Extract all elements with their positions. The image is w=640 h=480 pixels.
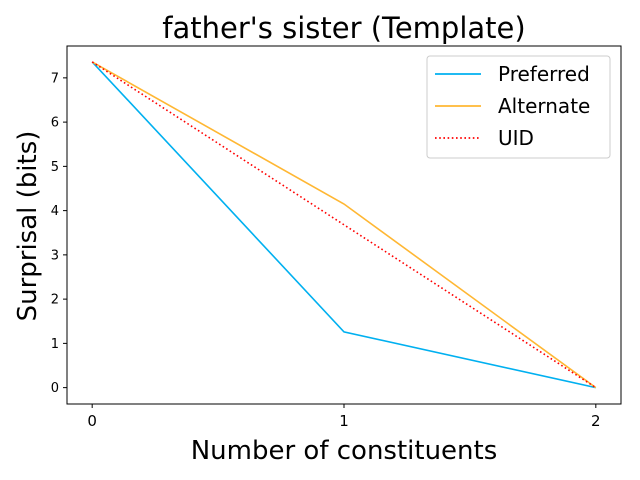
x-tick-label-2: 2 bbox=[591, 412, 601, 430]
x-tick-label-0: 0 bbox=[87, 412, 97, 430]
y-axis-label: Surprisal (bits) bbox=[13, 131, 43, 322]
y-tick-label-4: 4 bbox=[51, 204, 59, 219]
y-tick-label-0: 0 bbox=[51, 381, 59, 396]
y-tick-label-7: 7 bbox=[51, 71, 59, 86]
chart-title: father's sister (Template) bbox=[162, 11, 525, 45]
legend-label-uid: UID bbox=[498, 126, 534, 150]
y-tick-label-6: 6 bbox=[51, 116, 59, 131]
y-tick-label-3: 3 bbox=[51, 248, 59, 263]
plot-area: 0 1 2 3 4 5 6 7 0 1 2 bbox=[51, 45, 622, 430]
legend-label-alternate: Alternate bbox=[498, 94, 590, 118]
y-tick-label-5: 5 bbox=[51, 160, 59, 175]
legend: Preferred Alternate UID bbox=[426, 55, 611, 159]
series-line-preferred bbox=[91, 61, 596, 389]
x-tick-label-1: 1 bbox=[339, 412, 349, 430]
x-axis-label: Number of constituents bbox=[191, 436, 498, 466]
y-tick-label-2: 2 bbox=[51, 293, 59, 308]
series-line-alternate bbox=[91, 61, 597, 389]
legend-box bbox=[426, 55, 611, 159]
legend-label-preferred: Preferred bbox=[498, 62, 590, 86]
y-tick-label-1: 1 bbox=[51, 337, 59, 352]
